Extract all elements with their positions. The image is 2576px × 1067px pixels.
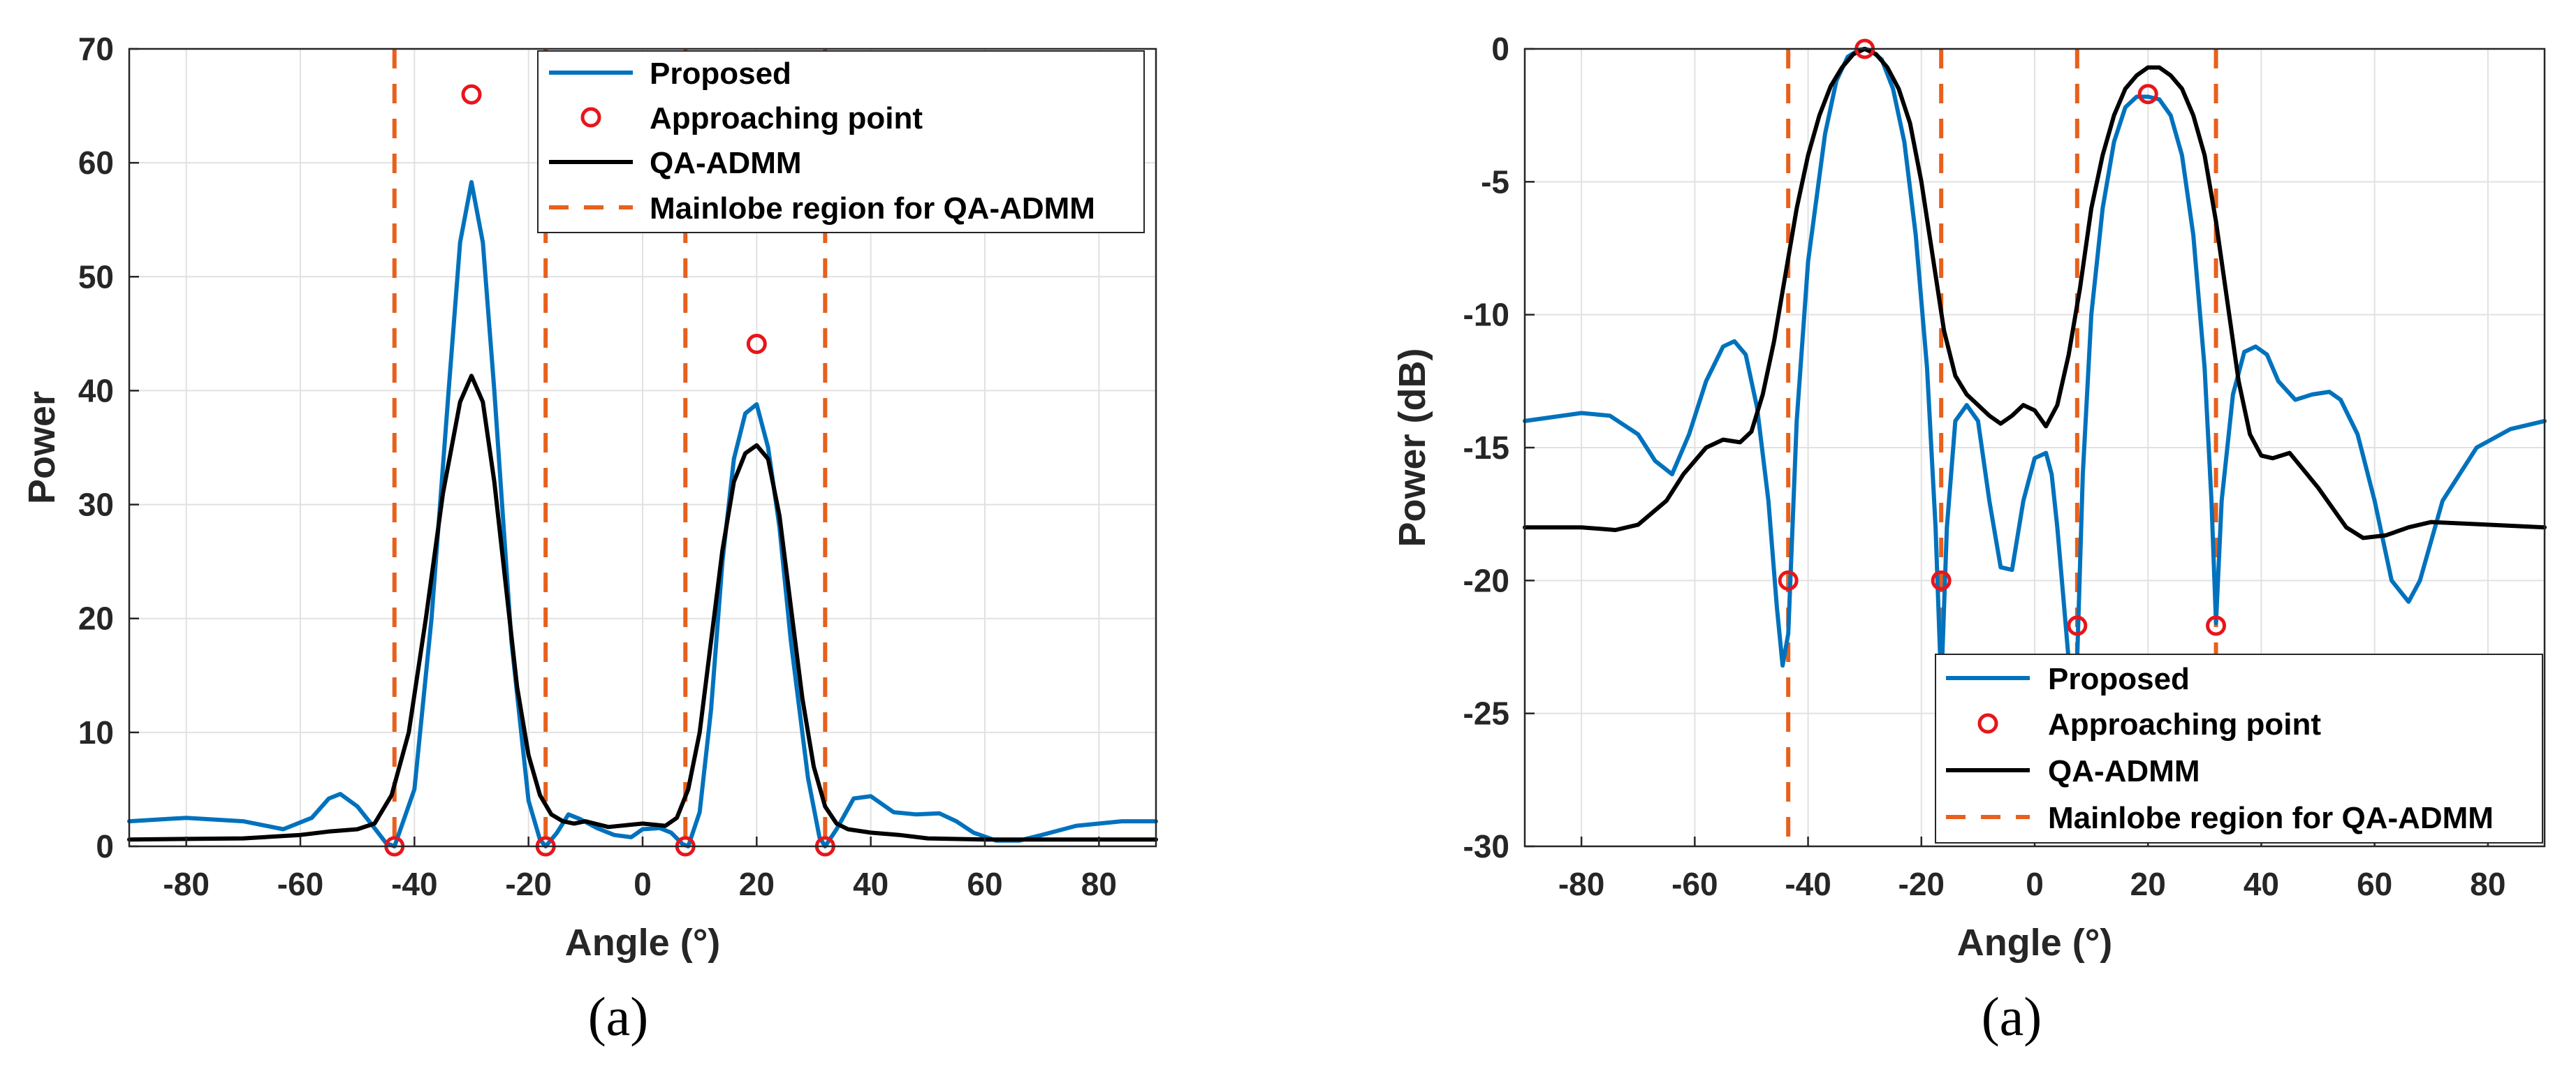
legend-box-a — [537, 50, 1145, 233]
x-tick-label: -60 — [277, 866, 323, 902]
x-tick-label: -80 — [163, 866, 209, 902]
x-tick-label: 40 — [2244, 866, 2279, 902]
y-tick-label: 0 — [1491, 31, 1509, 67]
y-tick-label: -25 — [1463, 696, 1509, 732]
legend-swatch-approaching-a — [580, 107, 601, 128]
y-tick-label: -30 — [1463, 828, 1509, 864]
y-tick-label: 30 — [78, 487, 114, 523]
curves-a — [127, 179, 1158, 848]
y-tick-label: 60 — [78, 145, 114, 181]
y-tick-label: -15 — [1463, 429, 1509, 466]
mainlobe-lines-a — [392, 49, 828, 846]
x-tick-label: -40 — [1785, 866, 1831, 902]
legend-label-mainlobe-a: Mainlobe region for QA-ADMM — [650, 191, 1095, 226]
chart-panel-b: -80 -60 -40 -20 0 20 40 60 80 -30 -25 -20 -15 -10 -5 0… — [1391, 31, 2547, 1047]
legend-label-proposed-b: Proposed — [2048, 662, 2190, 696]
proposed-curve — [127, 179, 1158, 848]
legend-swatch-approaching-b — [1977, 713, 1998, 734]
x-tick-label: -20 — [1898, 866, 1945, 902]
x-axis-label-b: Angle (°) — [1957, 922, 2113, 964]
x-tick-label: 60 — [2357, 866, 2392, 902]
legend-label-qa-admm-a: QA-ADMM — [650, 146, 802, 180]
approaching-point-marker — [746, 334, 767, 355]
y-ticks-a: 0 10 20 30 40 50 60 70 — [78, 31, 139, 864]
x-tick-label: -20 — [505, 866, 551, 902]
caption-a: (a) — [588, 986, 649, 1047]
y-axis-label-a: Power — [21, 391, 63, 504]
approaching-point-marker — [1931, 570, 1952, 591]
approaching-point-marker — [1778, 570, 1799, 591]
curves-b — [1523, 47, 2547, 711]
y-axis-label-b: Power (dB) — [1391, 348, 1433, 547]
x-tick-label: 0 — [2026, 866, 2044, 902]
legend-a: Proposed Approaching point QA-ADMM Mainl… — [537, 50, 1145, 233]
x-tick-label: 80 — [2470, 866, 2505, 902]
qa-admm-curve — [1523, 47, 2547, 540]
x-ticks-b: -80 -60 -40 -20 0 20 40 60 80 — [1558, 837, 2505, 902]
x-tick-label: 40 — [853, 866, 888, 902]
y-tick-label: 10 — [78, 714, 114, 751]
approaching-point-marker — [461, 84, 482, 105]
y-tick-label: -10 — [1463, 297, 1509, 333]
y-tick-label: 50 — [78, 258, 114, 295]
caption-b: (a) — [1982, 986, 2042, 1047]
legend-label-approaching-b: Approaching point — [2048, 707, 2321, 742]
y-tick-label: -20 — [1463, 562, 1509, 598]
x-tick-label: 0 — [634, 866, 652, 902]
x-axis-label-a: Angle (°) — [565, 922, 721, 964]
legend-label-approaching-a: Approaching point — [650, 101, 923, 135]
x-tick-label: 60 — [967, 866, 1002, 902]
x-tick-label: -60 — [1671, 866, 1718, 902]
chart-panel-a: -80 -60 -40 -20 0 20 40 60 80 0 10 20 30 40 50 60 70 An… — [21, 31, 1158, 1047]
y-tick-label: -5 — [1481, 163, 1509, 200]
legend-b: Proposed Approaching point QA-ADMM Mainl… — [1935, 654, 2543, 844]
y-tick-label: 70 — [78, 31, 114, 67]
x-tick-label: 80 — [1081, 866, 1117, 902]
x-tick-label: -40 — [391, 866, 437, 902]
proposed-curve — [1523, 47, 2547, 711]
y-tick-label: 0 — [96, 828, 114, 864]
x-tick-label: 20 — [2130, 866, 2166, 902]
legend-box-b — [1935, 654, 2543, 844]
approaching-point-marker — [2067, 615, 2088, 636]
qa-admm-curve — [127, 374, 1158, 842]
x-tick-label: 20 — [739, 866, 775, 902]
legend-label-proposed-a: Proposed — [650, 57, 791, 91]
y-ticks-b: -30 -25 -20 -15 -10 -5 0 — [1463, 31, 1535, 864]
x-ticks-a: -80 -60 -40 -20 0 20 40 60 80 — [163, 837, 1117, 902]
x-tick-label: -80 — [1558, 866, 1604, 902]
legend-label-qa-admm-b: QA-ADMM — [2048, 754, 2200, 788]
y-tick-label: 40 — [78, 372, 114, 409]
y-tick-label: 20 — [78, 601, 114, 637]
legend-label-mainlobe-b: Mainlobe region for QA-ADMM — [2048, 801, 2494, 835]
approaching-point-marker — [2206, 615, 2227, 636]
approaching-point-marker — [2137, 84, 2158, 105]
